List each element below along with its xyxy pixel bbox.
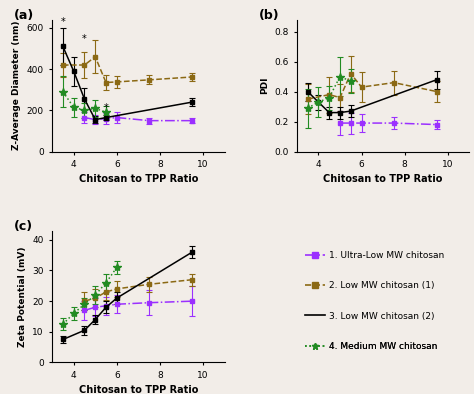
Y-axis label: PDI: PDI [260, 77, 269, 95]
Text: *: * [104, 104, 109, 113]
Y-axis label: Z-Average Diameter (nm): Z-Average Diameter (nm) [12, 21, 21, 151]
X-axis label: Chitosan to TPP Ratio: Chitosan to TPP Ratio [323, 175, 443, 184]
Text: *: * [61, 17, 65, 27]
Y-axis label: Zeta Potential (mV): Zeta Potential (mV) [18, 246, 27, 347]
Text: (a): (a) [14, 9, 35, 22]
X-axis label: Chitosan to TPP Ratio: Chitosan to TPP Ratio [79, 385, 198, 394]
Text: (b): (b) [259, 9, 280, 22]
Legend: 4. Medium MW chitosan: 4. Medium MW chitosan [305, 342, 438, 351]
Text: (c): (c) [14, 220, 33, 233]
X-axis label: Chitosan to TPP Ratio: Chitosan to TPP Ratio [79, 175, 198, 184]
Text: *: * [82, 34, 87, 45]
